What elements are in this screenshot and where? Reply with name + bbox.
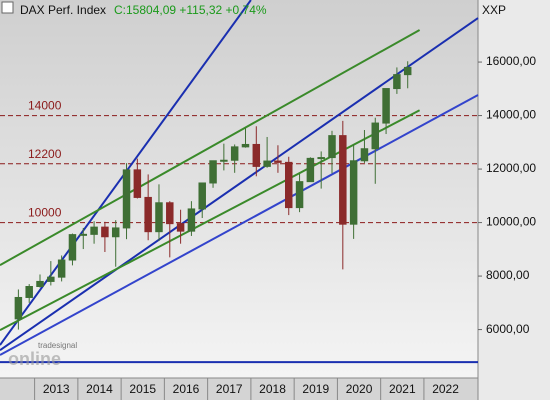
candle-body [14,296,23,320]
candle-body [285,161,293,209]
x-tick-label: 2016 [173,382,200,396]
candle-body [241,143,250,148]
candle-body [349,160,358,225]
x-tick-label: 2015 [129,382,156,396]
candle-body [263,160,271,167]
level-label: 10000 [28,206,62,220]
x-tick-label: 2018 [259,382,286,396]
y-axis-label: XXP [482,3,506,17]
candle-body [209,160,217,184]
candle-body [144,196,152,233]
trend-line [0,17,479,351]
y-tick-label: 6000,00 [486,322,530,336]
level-label: 14000 [28,99,62,113]
y-axis-panel [478,0,550,400]
candle-body [68,234,77,261]
candle-body [36,280,44,288]
candle-body [252,143,261,167]
candle-body [111,227,120,238]
plot-background [0,0,478,378]
candle-body [79,233,88,236]
candle-body [176,223,185,232]
candle-body [155,202,163,233]
candle-body [101,226,109,238]
x-tick-label: 2022 [432,382,459,396]
candle-body [187,208,196,232]
logo-text: online [8,349,61,369]
logo-text: tradesignal [38,341,77,350]
level-label: 12200 [28,147,62,161]
candle-body [47,276,55,282]
chart-title: DAX Perf. Index [20,3,106,17]
trend-line [0,29,421,266]
candle-body [306,157,315,183]
candle-body [220,159,228,162]
collapse-icon[interactable] [1,1,14,14]
candle-body [328,135,336,159]
candle-body [393,74,401,90]
candle-body [371,122,380,150]
x-tick-label: 2019 [302,382,329,396]
trend-line [0,94,479,356]
y-tick-label: 12000,00 [486,161,536,175]
candle-body [122,169,131,229]
candle-body [317,157,325,160]
candle-body [166,202,174,225]
candle-body [57,259,66,278]
candle-body [295,181,304,209]
candle-body [382,88,390,124]
candle-body [339,135,347,225]
candle-body [25,286,33,298]
x-tick-label: 2014 [86,382,113,396]
y-tick-label: 16000,00 [486,54,536,68]
candle-body [230,146,239,161]
candle-body [133,169,142,198]
x-tick-label: 2017 [216,382,243,396]
trend-line [0,109,421,332]
price-summary: C:15804,09 +115,32 +0,74% [114,3,267,17]
candle-body [403,66,412,76]
y-tick-label: 8000,00 [486,268,530,282]
x-tick-label: 2021 [389,382,416,396]
candle-body [198,182,206,210]
candle-body [90,226,98,235]
x-axis-panel [0,378,478,400]
x-tick-label: 2013 [43,382,70,396]
y-tick-label: 14000,00 [486,108,536,122]
candle-body [274,160,282,163]
x-tick-label: 2020 [346,382,373,396]
candle-body [360,148,369,162]
y-tick-label: 10000,00 [486,215,536,229]
